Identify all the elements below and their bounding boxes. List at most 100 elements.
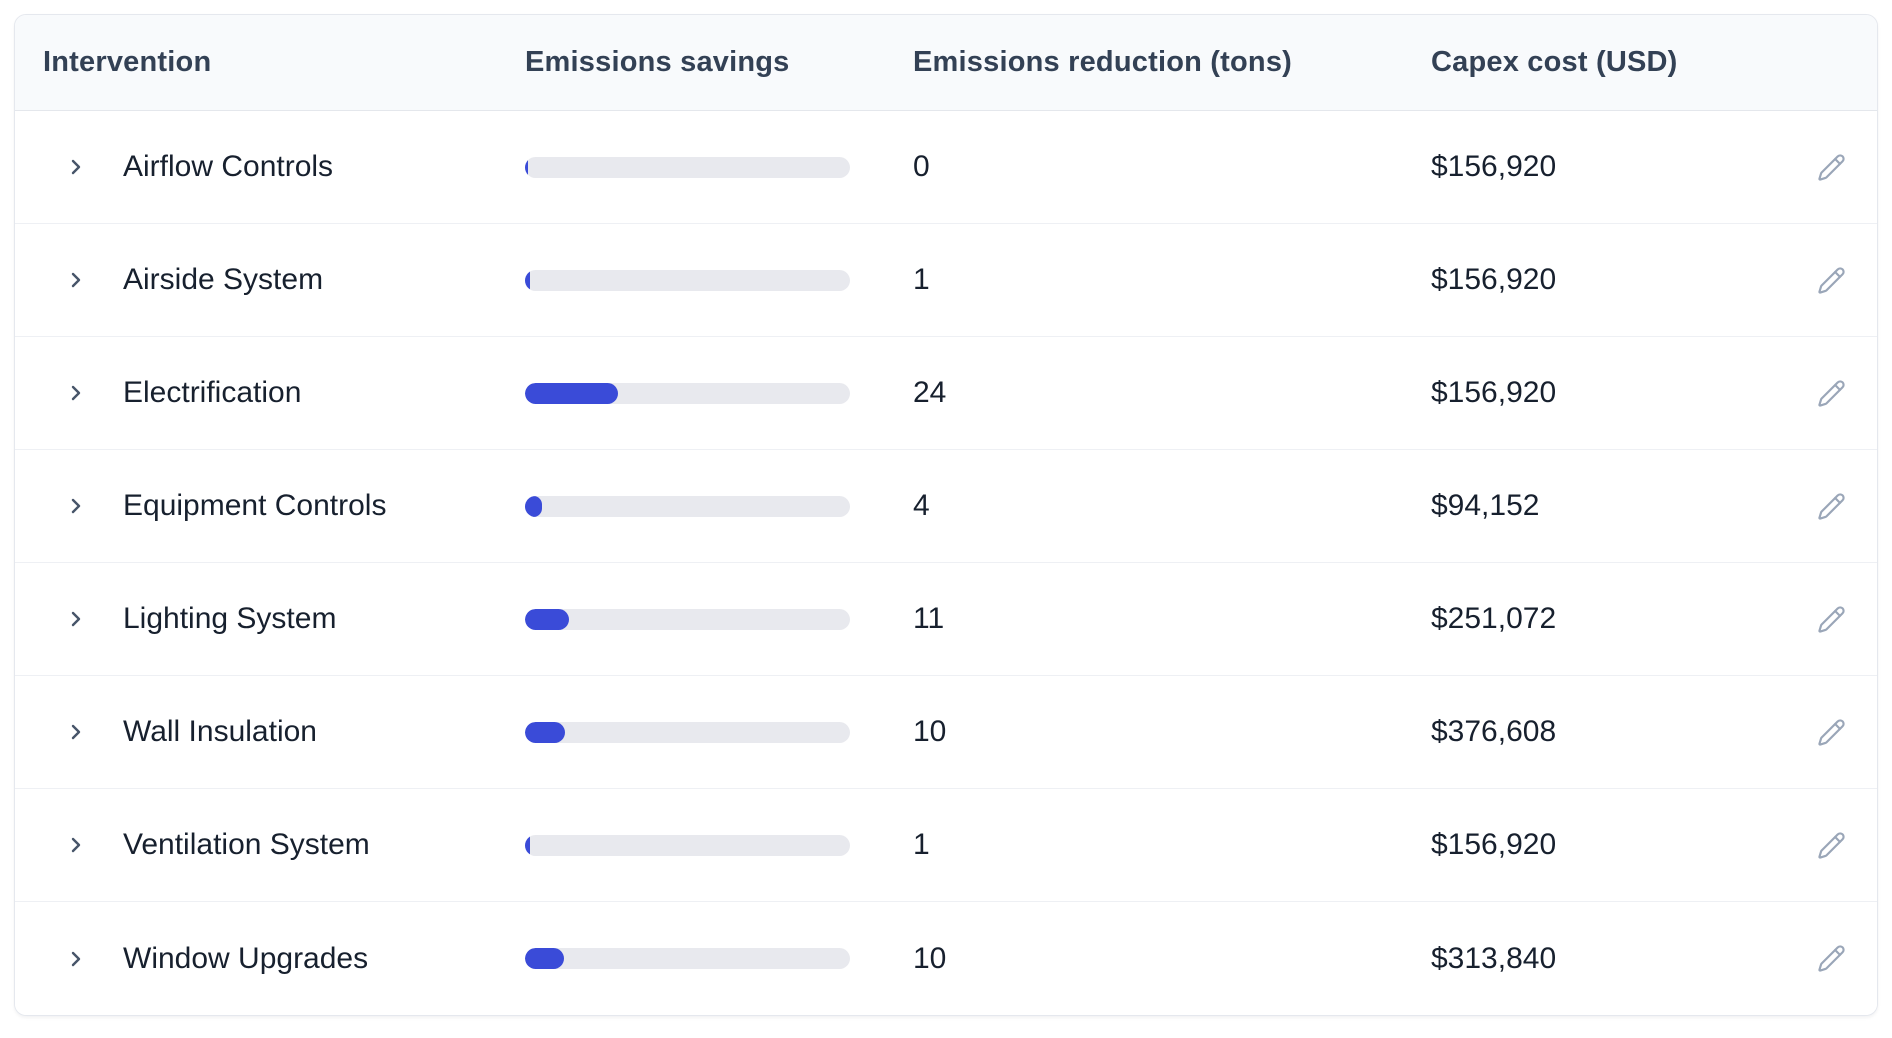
- edit-row-button[interactable]: [1811, 825, 1851, 865]
- table-row: Airside System 1 $156,920: [15, 224, 1877, 337]
- capex-cost-value: $156,920: [1431, 263, 1557, 296]
- emissions-reduction-value: 1: [913, 828, 930, 861]
- emissions-reduction-value: 0: [913, 150, 930, 183]
- table-row: Wall Insulation 10 $376,608: [15, 676, 1877, 789]
- chevron-right-icon: [64, 381, 88, 405]
- expand-row-button[interactable]: [63, 154, 89, 180]
- emissions-savings-cell: [525, 948, 913, 969]
- emissions-savings-bar: [525, 156, 850, 178]
- edit-row-button[interactable]: [1811, 712, 1851, 752]
- emissions-reduction-value: 10: [913, 941, 947, 975]
- emissions-bar-fill: [525, 608, 569, 630]
- emissions-savings-cell: [525, 721, 913, 743]
- intervention-cell: Lighting System: [15, 602, 525, 636]
- emissions-savings-bar: [525, 608, 850, 630]
- table-row: Equipment Controls 4 $94,152: [15, 450, 1877, 563]
- expand-row-button[interactable]: [63, 606, 89, 632]
- intervention-name: Wall Insulation: [123, 715, 317, 748]
- actions-cell: [1797, 147, 1877, 187]
- capex-cost-value: $313,840: [1431, 941, 1557, 975]
- emissions-savings-bar: [525, 495, 850, 517]
- intervention-cell: Equipment Controls: [15, 489, 525, 523]
- pencil-icon: [1817, 831, 1846, 860]
- expand-row-button[interactable]: [63, 267, 89, 293]
- table-row: Airflow Controls 0 $156,920: [15, 111, 1877, 224]
- edit-row-button[interactable]: [1811, 147, 1851, 187]
- pencil-icon: [1817, 153, 1846, 182]
- actions-cell: [1797, 825, 1877, 865]
- column-header-intervention: Intervention: [43, 46, 212, 78]
- capex-cost-value: $94,152: [1431, 489, 1540, 522]
- emissions-reduction-value: 10: [913, 715, 947, 748]
- pencil-icon: [1817, 266, 1846, 295]
- emissions-savings-bar: [525, 721, 850, 743]
- emissions-bar-fill: [525, 948, 564, 969]
- expand-row-button[interactable]: [63, 946, 89, 972]
- pencil-icon: [1817, 379, 1846, 408]
- emissions-savings-cell: [525, 495, 913, 517]
- chevron-right-icon: [64, 607, 88, 631]
- actions-cell: [1797, 712, 1877, 752]
- actions-cell: [1797, 260, 1877, 300]
- emissions-bar-fill: [525, 269, 530, 291]
- emissions-bar-fill: [525, 156, 529, 178]
- emissions-bar-fill: [525, 495, 542, 517]
- actions-cell: [1797, 373, 1877, 413]
- emissions-reduction-value: 1: [913, 263, 930, 296]
- emissions-savings-bar: [525, 834, 850, 856]
- emissions-reduction-value: 24: [913, 376, 947, 409]
- pencil-icon: [1817, 492, 1846, 521]
- chevron-right-icon: [64, 720, 88, 744]
- intervention-name: Airside System: [123, 263, 324, 296]
- intervention-cell: Airside System: [15, 263, 525, 297]
- table-header-row: Intervention Emissions savings Emissions…: [15, 15, 1877, 111]
- capex-cost-value: $156,920: [1431, 828, 1557, 861]
- edit-row-button[interactable]: [1811, 939, 1851, 979]
- actions-cell: [1797, 939, 1877, 979]
- intervention-cell: Window Upgrades: [15, 942, 525, 976]
- emissions-savings-cell: [525, 382, 913, 404]
- edit-row-button[interactable]: [1811, 599, 1851, 639]
- emissions-bar-fill: [525, 382, 618, 404]
- edit-row-button[interactable]: [1811, 260, 1851, 300]
- chevron-right-icon: [64, 268, 88, 292]
- intervention-cell: Airflow Controls: [15, 150, 525, 184]
- column-header-capex-cost: Capex cost (USD): [1431, 46, 1678, 78]
- actions-cell: [1797, 599, 1877, 639]
- emissions-savings-bar: [525, 269, 850, 291]
- pencil-icon: [1817, 718, 1846, 747]
- chevron-right-icon: [64, 947, 88, 971]
- edit-row-button[interactable]: [1811, 373, 1851, 413]
- table-row: Lighting System 11 $251,072: [15, 563, 1877, 676]
- chevron-right-icon: [64, 833, 88, 857]
- emissions-savings-bar: [525, 382, 850, 404]
- expand-row-button[interactable]: [63, 832, 89, 858]
- intervention-cell: Wall Insulation: [15, 715, 525, 749]
- table-row: Ventilation System 1 $156,920: [15, 789, 1877, 902]
- emissions-savings-cell: [525, 269, 913, 291]
- intervention-cell: Ventilation System: [15, 828, 525, 862]
- chevron-right-icon: [64, 494, 88, 518]
- capex-cost-value: $251,072: [1431, 602, 1557, 635]
- table-row: Electrification 24 $156,920: [15, 337, 1877, 450]
- table-row: Window Upgrades 10 $313,840: [15, 902, 1877, 1015]
- emissions-bar-fill: [525, 721, 566, 743]
- expand-row-button[interactable]: [63, 493, 89, 519]
- chevron-right-icon: [64, 155, 88, 179]
- emissions-savings-cell: [525, 608, 913, 630]
- emissions-reduction-value: 11: [913, 602, 945, 635]
- capex-cost-value: $156,920: [1431, 150, 1557, 183]
- emissions-savings-cell: [525, 834, 913, 856]
- intervention-name: Lighting System: [123, 602, 337, 635]
- intervention-name: Equipment Controls: [123, 489, 387, 522]
- capex-cost-value: $156,920: [1431, 376, 1557, 409]
- expand-row-button[interactable]: [63, 380, 89, 406]
- table-body: Airflow Controls 0 $156,920 Airside Syst: [15, 111, 1877, 1015]
- expand-row-button[interactable]: [63, 719, 89, 745]
- pencil-icon: [1817, 605, 1846, 634]
- column-header-emissions-savings: Emissions savings: [525, 46, 790, 78]
- emissions-bar-fill: [525, 834, 530, 856]
- capex-cost-value: $376,608: [1431, 715, 1557, 748]
- edit-row-button[interactable]: [1811, 486, 1851, 526]
- column-header-emissions-reduction: Emissions reduction (tons): [913, 46, 1293, 78]
